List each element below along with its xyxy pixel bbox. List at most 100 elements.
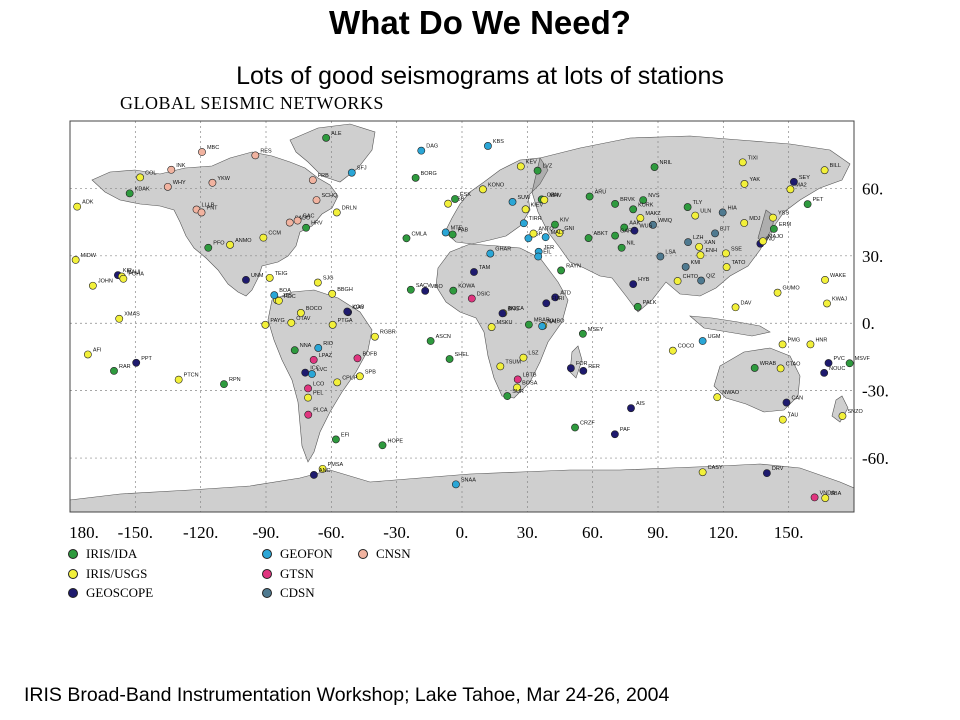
station-shel: SHEL (445, 352, 469, 363)
station-ink: INK (167, 163, 186, 174)
station-qiz: QIZ (697, 274, 716, 285)
station-code: DAV (741, 300, 752, 306)
legend-label: GEOSCOPE (86, 585, 154, 600)
station-code: MALT (551, 230, 566, 236)
station-code: WAKE (830, 273, 846, 279)
latitude-tick-label: 60. (862, 179, 883, 198)
station-code: SCHQ (322, 193, 339, 199)
station-code: RAR (119, 364, 131, 370)
station-marker (167, 165, 176, 174)
station-code: BOA (279, 288, 291, 294)
station-tsum: TSUM (496, 359, 521, 371)
station-marker (226, 240, 234, 249)
station-code: MSEY (588, 327, 604, 333)
station-code: PTCN (184, 373, 199, 379)
legend-item-gtsn: GTSN (262, 566, 314, 582)
station-suw: SUW (508, 195, 532, 206)
station-code: KOWA (458, 284, 475, 290)
station-msey: MSEY (578, 327, 604, 338)
station-sur: SUR (503, 389, 524, 400)
station-code: KDAK (135, 186, 150, 192)
landmass-south-america (267, 289, 373, 463)
station-tixi: TIXI (738, 155, 758, 167)
station-code: MHV (549, 193, 562, 199)
station-code: SNAA (461, 477, 476, 483)
station-marker (406, 285, 415, 294)
station-marker (332, 208, 341, 217)
legend-label: IRIS/IDA (86, 546, 138, 561)
station-marker (261, 320, 270, 329)
station-code: FRB (318, 173, 329, 179)
station-marker (782, 398, 791, 407)
station-marker (444, 199, 452, 208)
station-code: JOHN (98, 279, 113, 285)
station-rio: RIO (314, 341, 334, 352)
station-marker (110, 366, 118, 375)
station-marker (519, 219, 528, 228)
station-marker (540, 195, 549, 204)
station-pab: PAB (448, 227, 469, 239)
station-marker (633, 302, 642, 311)
station-marker (557, 266, 565, 275)
legend-item-cnsn: CNSN (358, 546, 411, 562)
station-nwao: NWAO (713, 390, 740, 402)
legend-label: GEOFON (280, 546, 333, 561)
slide-title: What Do We Need? (329, 4, 631, 41)
station-marker (773, 288, 782, 297)
station-code: SUW (518, 195, 532, 201)
station-yak: YAK (740, 177, 760, 188)
station-marker (197, 208, 206, 217)
station-payg: PAYG (261, 318, 285, 329)
station-marker (555, 229, 564, 238)
station-mbo: MBO (421, 284, 443, 295)
station-marker (629, 280, 638, 289)
station-ccm: CCM (259, 231, 281, 242)
station-hope: HOPE (378, 438, 403, 450)
station-marker (534, 252, 543, 261)
station-code: SADO (295, 216, 311, 222)
station-code: LCO (313, 381, 325, 387)
station-code: PTGA (338, 318, 353, 324)
station-marker (328, 320, 337, 329)
station-marker (519, 353, 528, 362)
station-code: BOCA (508, 306, 524, 312)
station-code: VNDA (820, 490, 836, 496)
station-marker (697, 276, 706, 285)
latitude-tick-labels: 60. 30. 0. -30. -60. (862, 179, 889, 468)
station-lvz: LVZ (533, 164, 553, 175)
station-code: MBAR (534, 318, 550, 324)
station-code: BILL (830, 163, 841, 169)
station-marker (698, 468, 707, 477)
station-pnt: PNT (197, 205, 218, 217)
station-marker (566, 364, 575, 373)
station-marker (551, 293, 560, 302)
station-code: HIA (728, 205, 738, 211)
station-rgbr: RGBR (370, 330, 396, 341)
station-marker (417, 146, 426, 155)
legend-label: CDSN (280, 585, 315, 600)
station-code: ICC (310, 366, 320, 372)
station-code: FOR (576, 361, 588, 367)
station-marker (820, 166, 829, 175)
station-tirr: TIRR (519, 216, 542, 228)
station-palk: PALK (633, 300, 657, 311)
station-ykw: YKW (208, 176, 231, 187)
map-heading: GLOBAL SEISMIC NETWORKS (120, 93, 384, 113)
station-marker (332, 435, 340, 444)
station-nil: NIL (617, 241, 635, 252)
station-hrv: HRV (302, 221, 323, 232)
station-code: FURI (551, 296, 564, 302)
station-code: UNM (251, 273, 264, 279)
station-code: XAN (704, 240, 715, 246)
legend-item-cdsn: CDSN (262, 585, 315, 601)
station-marker (650, 163, 659, 171)
station-marker (426, 337, 435, 345)
station-aak: AAK (620, 221, 641, 232)
station-tly: TLY (683, 200, 703, 211)
station-marker (541, 233, 550, 242)
station-drv: DRV (762, 466, 784, 478)
station-code: RIO (323, 341, 334, 347)
station-code: MBC (207, 145, 219, 151)
station-marker (823, 299, 831, 308)
